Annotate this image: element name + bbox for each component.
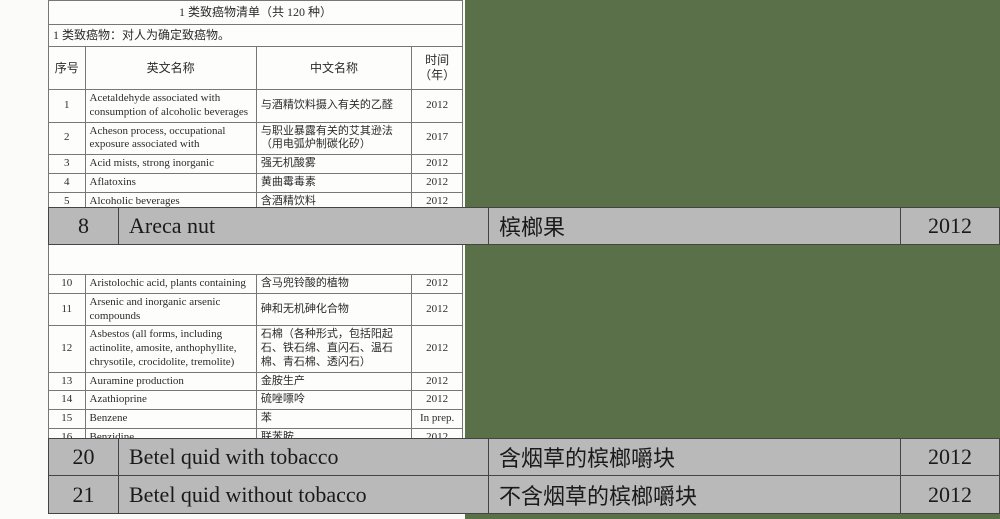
table-row: 1Acetaldehyde associated with consumptio… bbox=[49, 90, 463, 123]
cell-en: Benzene bbox=[85, 410, 256, 429]
table-row: 4Aflatoxins黄曲霉毒素2012 bbox=[49, 173, 463, 192]
col-header-en: 英文名称 bbox=[85, 47, 256, 90]
table-row: 14Azathioprine硫唑嘌呤2012 bbox=[49, 391, 463, 410]
cell-cn: 硫唑嘌呤 bbox=[256, 391, 411, 410]
cell-year: 2017 bbox=[412, 122, 463, 155]
cell-year: 2012 bbox=[412, 173, 463, 192]
cell-en: Aflatoxins bbox=[85, 173, 256, 192]
cell-num: 3 bbox=[49, 155, 86, 174]
cell-year: 2012 bbox=[412, 326, 463, 372]
cell-en: Aristolochic acid, plants containing bbox=[85, 275, 256, 294]
highlight-row-8: 8 Areca nut 槟榔果 2012 bbox=[48, 207, 1000, 245]
cell-year: In prep. bbox=[412, 410, 463, 429]
mini-table-subtitle: 1 类致癌物：对人为确定致癌物。 bbox=[49, 25, 463, 47]
cell-num: 1 bbox=[49, 90, 86, 123]
highlight-20-en: Betel quid with tobacco bbox=[119, 439, 489, 475]
highlight-20-cn: 含烟草的槟榔嚼块 bbox=[489, 439, 901, 475]
table-row: 11Arsenic and inorganic arsenic compound… bbox=[49, 293, 463, 326]
cell-cn: 苯 bbox=[256, 410, 411, 429]
table-row: 3Acid mists, strong inorganic强无机酸雾2012 bbox=[49, 155, 463, 174]
cell-cn: 金胺生产 bbox=[256, 372, 411, 391]
highlight-21-en: Betel quid without tobacco bbox=[119, 476, 489, 513]
cell-num: 13 bbox=[49, 372, 86, 391]
cell-num: 12 bbox=[49, 326, 86, 372]
cell-en: Asbestos (all forms, including actinolit… bbox=[85, 326, 256, 372]
cell-num: 4 bbox=[49, 173, 86, 192]
cell-year: 2012 bbox=[412, 90, 463, 123]
table-row: 12Asbestos (all forms, including actinol… bbox=[49, 326, 463, 372]
highlight-8-cn: 槟榔果 bbox=[489, 208, 901, 244]
highlight-8-num: 8 bbox=[49, 208, 119, 244]
highlight-8-en: Areca nut bbox=[119, 208, 489, 244]
table-row: 2Acheson process, occupational exposure … bbox=[49, 122, 463, 155]
cell-en: Azathioprine bbox=[85, 391, 256, 410]
table-row: 15Benzene苯In prep. bbox=[49, 410, 463, 429]
cell-year: 2012 bbox=[412, 391, 463, 410]
highlight-21-num: 21 bbox=[49, 476, 119, 513]
highlight-row-20: 20 Betel quid with tobacco 含烟草的槟榔嚼块 2012 bbox=[48, 438, 1000, 476]
cell-cn: 含马兜铃酸的植物 bbox=[256, 275, 411, 294]
highlight-21-cn: 不含烟草的槟榔嚼块 bbox=[489, 476, 901, 513]
cell-year: 2012 bbox=[412, 275, 463, 294]
col-header-cn: 中文名称 bbox=[256, 47, 411, 90]
col-header-year: 时间（年） bbox=[412, 47, 463, 90]
highlight-row-21: 21 Betel quid without tobacco 不含烟草的槟榔嚼块 … bbox=[48, 476, 1000, 514]
cell-en: Acid mists, strong inorganic bbox=[85, 155, 256, 174]
cell-cn: 与酒精饮料摄入有关的乙醛 bbox=[256, 90, 411, 123]
cell-en: Acetaldehyde associated with consumption… bbox=[85, 90, 256, 123]
highlight-20-num: 20 bbox=[49, 439, 119, 475]
cell-num: 2 bbox=[49, 122, 86, 155]
highlight-21-year: 2012 bbox=[901, 476, 999, 513]
cell-cn: 黄曲霉毒素 bbox=[256, 173, 411, 192]
highlight-20-year: 2012 bbox=[901, 439, 999, 475]
cell-num: 11 bbox=[49, 293, 86, 326]
cell-num: 15 bbox=[49, 410, 86, 429]
mini-table-header-row: 序号 英文名称 中文名称 时间（年） bbox=[49, 47, 463, 90]
cell-cn: 石棉（各种形式，包括阳起石、铁石绵、直闪石、温石棉、青石棉、透闪石） bbox=[256, 326, 411, 372]
cell-cn: 砷和无机砷化合物 bbox=[256, 293, 411, 326]
cell-en: Acheson process, occupational exposure a… bbox=[85, 122, 256, 155]
highlight-8-year: 2012 bbox=[901, 208, 999, 244]
cell-year: 2012 bbox=[412, 293, 463, 326]
cell-en: Auramine production bbox=[85, 372, 256, 391]
cell-year: 2012 bbox=[412, 372, 463, 391]
col-header-num: 序号 bbox=[49, 47, 86, 90]
cell-year: 2012 bbox=[412, 155, 463, 174]
table-row: 13Auramine production金胺生产2012 bbox=[49, 372, 463, 391]
cell-en: Arsenic and inorganic arsenic compounds bbox=[85, 293, 256, 326]
cell-num: 10 bbox=[49, 275, 86, 294]
table-row: 10Aristolochic acid, plants containing含马… bbox=[49, 275, 463, 294]
cell-num: 14 bbox=[49, 391, 86, 410]
mini-table-title: 1 类致癌物清单（共 120 种） bbox=[49, 1, 463, 25]
cell-cn: 与职业暴露有关的艾其逊法（用电弧炉制碳化矽） bbox=[256, 122, 411, 155]
cell-cn: 强无机酸雾 bbox=[256, 155, 411, 174]
